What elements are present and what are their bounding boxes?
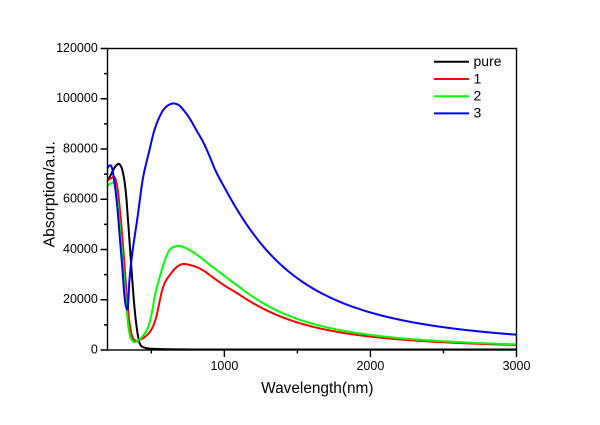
svg-text:60000: 60000 (63, 192, 98, 206)
svg-text:100000: 100000 (56, 91, 98, 105)
svg-text:pure: pure (474, 53, 502, 69)
svg-text:3000: 3000 (503, 359, 531, 373)
svg-text:120000: 120000 (56, 41, 98, 55)
svg-text:2: 2 (474, 88, 482, 104)
svg-text:80000: 80000 (63, 141, 98, 155)
svg-text:1: 1 (474, 70, 482, 86)
svg-text:3: 3 (474, 105, 482, 121)
svg-text:1000: 1000 (210, 359, 238, 373)
svg-text:Wavelength(nm): Wavelength(nm) (261, 380, 373, 397)
svg-text:0: 0 (91, 342, 98, 356)
svg-text:Absorption/a.u.: Absorption/a.u. (42, 141, 59, 247)
svg-text:40000: 40000 (63, 242, 98, 256)
svg-text:2000: 2000 (356, 359, 384, 373)
svg-text:20000: 20000 (63, 292, 98, 306)
